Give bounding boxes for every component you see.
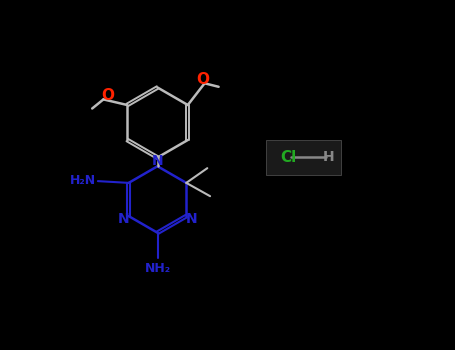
Text: N: N	[186, 212, 198, 226]
Text: H₂N: H₂N	[70, 174, 96, 187]
Text: N: N	[152, 154, 163, 168]
FancyBboxPatch shape	[266, 140, 341, 175]
Text: N: N	[117, 212, 129, 226]
Text: O: O	[197, 72, 210, 87]
Text: H: H	[323, 150, 335, 164]
Text: NH₂: NH₂	[144, 262, 171, 275]
Text: O: O	[101, 88, 114, 103]
Text: Cl: Cl	[281, 150, 297, 165]
